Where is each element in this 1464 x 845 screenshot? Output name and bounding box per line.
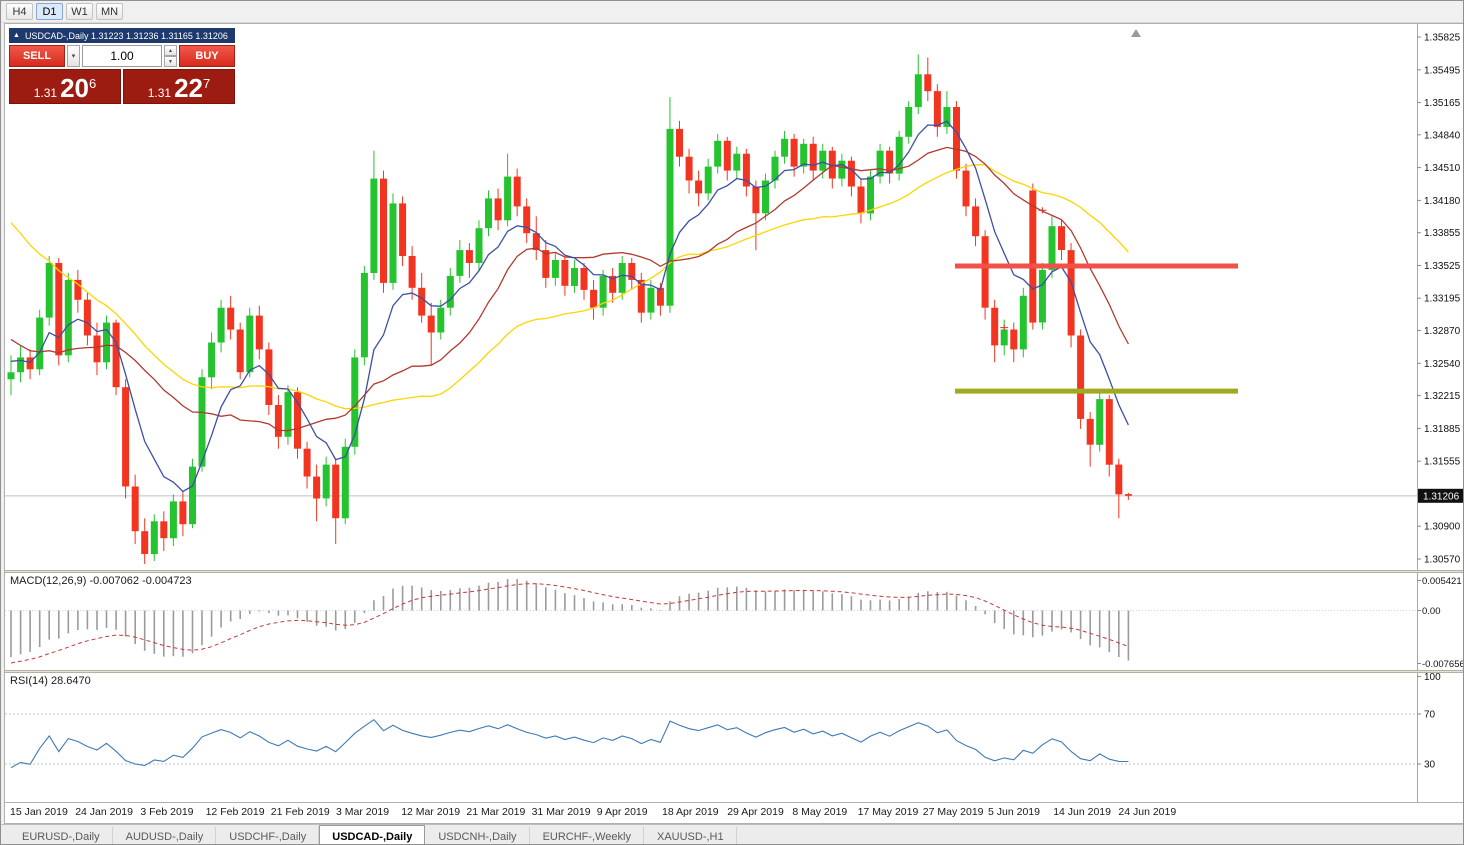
chart-tab-eurchf-weekly[interactable]: EURCHF-,Weekly — [530, 826, 644, 844]
ask-base: 1.31 — [147, 86, 172, 100]
timeframe-button-w1[interactable]: W1 — [66, 3, 93, 20]
date-axis-label: 21 Mar 2019 — [466, 806, 526, 818]
ma-slow-line — [10, 164, 1129, 410]
macd-axis-label: 0.005421 — [1422, 576, 1462, 587]
panel-splitter[interactable] — [5, 570, 1463, 573]
timeframe-button-mn[interactable]: MN — [96, 3, 124, 20]
chart-tab-eurusd-daily[interactable]: EURUSD-,Daily — [9, 826, 113, 844]
ma-mid-line — [10, 146, 1129, 432]
collapse-arrow-icon[interactable]: ▲ — [13, 32, 20, 39]
volume-spin-up-icon[interactable]: ▲ — [164, 45, 177, 56]
price-axis-label: 1.31555 — [1424, 457, 1461, 468]
rsi-indicator-panel: 100 70 30 RSI(14) 28.6470 — [5, 673, 1463, 802]
ask-price-display[interactable]: 1.31 22 7 — [123, 69, 235, 104]
volume-spinner: ▲ ▼ — [164, 45, 177, 67]
date-axis-label: 14 Jun 2019 — [1053, 806, 1111, 818]
price-axis-label: 1.34840 — [1424, 130, 1461, 141]
date-axis-label: 8 May 2019 — [792, 806, 848, 818]
chart-tab-bar: EURUSD-,Daily AUDUSD-,Daily USDCHF-,Daily U… — [1, 824, 1463, 844]
rsi-axis-label: 70 — [1424, 710, 1436, 721]
bid-price-badge-text: 1.31206 — [1423, 491, 1460, 502]
volume-spin-down-icon[interactable]: ▼ — [164, 56, 177, 67]
date-axis-label: 5 Jun 2019 — [988, 806, 1040, 818]
chart-ohlc-info: USDCAD-,Daily 1.31223 1.31236 1.31165 1.… — [24, 30, 228, 41]
chart-tab-usdchf-daily[interactable]: USDCHF-,Daily — [216, 826, 320, 844]
date-axis-label: 21 Feb 2019 — [270, 806, 330, 818]
bid-base: 1.31 — [33, 86, 58, 100]
price-axis-label: 1.35825 — [1424, 33, 1461, 44]
bid-price-badge — [1418, 488, 1463, 503]
macd-axis-label: -0.007656 — [1422, 659, 1463, 670]
rsi-canvas[interactable]: 100 70 30 — [5, 673, 1463, 802]
chart-tab-xauusd-h1[interactable]: XAUUSD-,H1 — [644, 826, 737, 844]
ask-pips: 22 — [174, 73, 204, 104]
macd-histogram — [10, 579, 1130, 661]
macd-canvas[interactable]: 0.005421 0.00 -0.007656 — [5, 573, 1463, 670]
price-axis-label: 1.30900 — [1424, 522, 1461, 533]
date-axis-label: 24 Jan 2019 — [75, 806, 133, 818]
chart-tab-usdcnh-daily[interactable]: USDCNH-,Daily — [425, 826, 530, 844]
panel-splitter[interactable] — [5, 670, 1463, 673]
price-axis-label: 1.34180 — [1424, 196, 1461, 207]
ma-fast-line — [10, 120, 1129, 493]
price-axis-label: 1.33855 — [1424, 228, 1461, 239]
timeframe-button-h4[interactable]: H4 — [6, 3, 33, 20]
main-chart-canvas[interactable]: 1.35825 1.35495 1.35165 1.34840 1.34510 1.341… — [5, 24, 1463, 570]
bid-pips: 20 — [60, 73, 90, 104]
chart-tab-audusd-daily[interactable]: AUDUSD-,Daily — [113, 826, 217, 844]
ask-point: 7 — [203, 76, 211, 91]
trade-panel-header[interactable]: ▲ USDCAD-,Daily 1.31223 1.31236 1.31165 … — [9, 28, 235, 43]
trade-marker-icon — [1038, 207, 1047, 214]
macd-signal-line — [10, 583, 1129, 664]
macd-indicator-panel: 0.005421 0.00 -0.007656 MACD(12,26,9) -0.0… — [5, 573, 1463, 670]
date-axis-label: 24 Jun 2019 — [1118, 806, 1177, 818]
date-axis-label: 27 May 2019 — [922, 806, 984, 818]
price-axis-label: 1.35165 — [1424, 98, 1461, 109]
date-axis-label: 9 Apr 2019 — [596, 806, 648, 818]
price-axis-label: 1.31885 — [1424, 424, 1461, 435]
date-axis-label: 18 Apr 2019 — [662, 806, 719, 818]
date-axis-label: 29 Apr 2019 — [727, 806, 784, 818]
rsi-axis-label: 30 — [1424, 760, 1436, 771]
timeframe-toolbar: H4 D1 W1 MN — [1, 1, 1463, 23]
bid-price-display[interactable]: 1.31 20 6 — [9, 69, 121, 104]
volume-input[interactable] — [82, 45, 162, 67]
date-axis-label: 31 Mar 2019 — [531, 806, 591, 818]
price-axis-label: 1.33195 — [1424, 294, 1461, 305]
volume-dropdown-icon[interactable]: ▾ — [67, 45, 80, 67]
chart-stack: 1.35825 1.35495 1.35165 1.34840 1.34510 1.341… — [4, 23, 1463, 824]
candles-layer — [7, 54, 1132, 564]
price-axis-label: 1.32215 — [1424, 391, 1461, 402]
date-axis-label: 12 Feb 2019 — [205, 806, 265, 818]
date-axis-label: 3 Feb 2019 — [140, 806, 194, 818]
price-axis-label: 1.33525 — [1424, 261, 1461, 272]
price-axis-label: 1.35495 — [1424, 65, 1461, 76]
main-chart-panel: 1.35825 1.35495 1.35165 1.34840 1.34510 1.341… — [5, 24, 1463, 570]
rsi-axis-label: 100 — [1424, 673, 1441, 683]
date-axis-label: 3 Mar 2019 — [336, 806, 390, 818]
price-axis-label: 1.32540 — [1424, 359, 1461, 370]
date-axis-label: 17 May 2019 — [857, 806, 919, 818]
date-axis-label: 12 Mar 2019 — [401, 806, 461, 818]
price-axis-label: 1.34510 — [1424, 163, 1461, 174]
trade-marker-icon — [1000, 324, 1009, 331]
sell-button[interactable]: SELL — [9, 45, 65, 67]
one-click-trading-panel: ▲ USDCAD-,Daily 1.31223 1.31236 1.31165 … — [9, 28, 235, 104]
chart-tab-usdcad-daily[interactable]: USDCAD-,Daily — [319, 825, 426, 844]
price-axis-label: 1.32870 — [1424, 326, 1461, 337]
chart-shift-marker-icon[interactable] — [1131, 29, 1141, 37]
date-axis[interactable]: 15 Jan 2019 24 Jan 2019 3 Feb 2019 12 Feb 2… — [5, 802, 1463, 823]
macd-axis-label: 0.00 — [1422, 606, 1441, 617]
rsi-line — [10, 718, 1129, 769]
buy-button[interactable]: BUY — [179, 45, 235, 67]
timeframe-button-d1[interactable]: D1 — [36, 3, 63, 20]
price-axis-label: 1.30570 — [1424, 555, 1461, 566]
bid-point: 6 — [89, 76, 97, 91]
date-axis-label: 15 Jan 2019 — [10, 806, 68, 818]
